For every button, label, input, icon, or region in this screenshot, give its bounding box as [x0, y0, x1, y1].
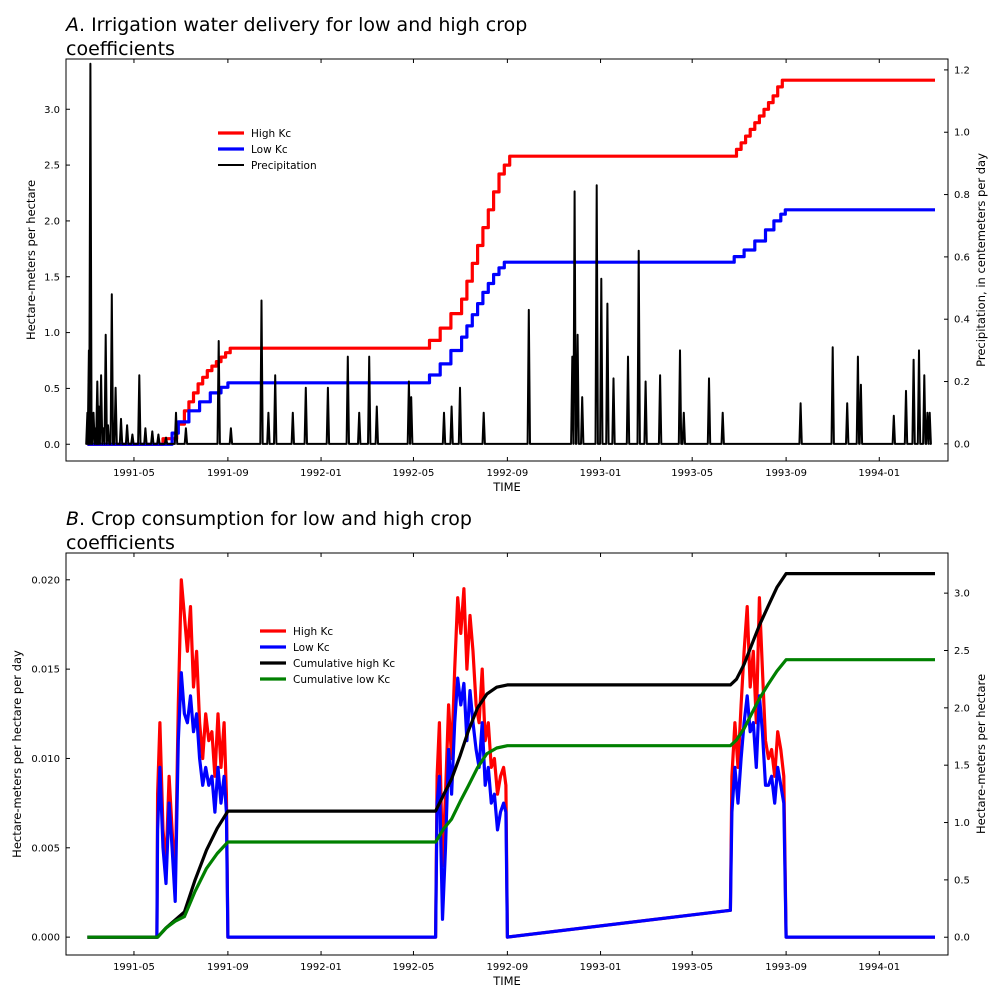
panel-b-series-high-kc: [87, 578, 935, 939]
panel-a-title: A. Irrigation water delivery for low and…: [64, 14, 527, 36]
panel-b-series-cumulative-high-kc: [87, 572, 935, 939]
panel-b-title-line1: . Crop consumption for low and high crop: [79, 508, 472, 530]
panel-b-title-line2: coefficients: [66, 532, 175, 554]
panel-a-ytick-right-label: 1.0: [954, 128, 970, 139]
panel-b-xtick-label: 1993-01: [580, 962, 622, 973]
panel-b-xtick-label: 1993-05: [671, 962, 713, 973]
panel-a-legend-label: Low Kc: [251, 144, 288, 156]
panel-a-ytick-right-label: 0.6: [954, 252, 970, 263]
panel-a-xtick-label: 1991-05: [113, 468, 155, 479]
panel-b-xtick-label: 1991-05: [113, 962, 155, 973]
panel-a: A. Irrigation water delivery for low and…: [24, 14, 988, 494]
panel-b-ylabel: Hectare-meters per hectare per day: [10, 650, 24, 858]
panel-a-xtick-label: 1991-09: [207, 468, 249, 479]
panel-b-ytick-right-label: 3.0: [954, 589, 970, 600]
panel-b-ytick-label: 0.000: [31, 933, 60, 944]
panel-b-legend-label: Low Kc: [293, 642, 330, 654]
panel-a-xtick-label: 1994-01: [858, 468, 900, 479]
panel-a-series-high-kc: [87, 78, 935, 446]
panel-a-xtick-label: 1992-05: [393, 468, 435, 479]
panel-a-ylabel: Hectare-meters per hectare: [24, 180, 38, 340]
panel-b-ytick-right-label: 1.5: [954, 761, 970, 772]
panel-b-xtick-label: 1993-09: [765, 962, 807, 973]
panel-b-xtick-label: 1992-01: [300, 962, 342, 973]
panel-b-xlabel: TIME: [492, 974, 521, 988]
panel-a-ytick-label: 2.0: [44, 216, 60, 227]
panel-b-xtick-label: 1994-01: [858, 962, 900, 973]
panel-a-title-line1: . Irrigation water delivery for low and …: [79, 14, 527, 36]
panel-a-xtick-label: 1993-05: [671, 468, 713, 479]
panel-b-ytick-right-label: 0.5: [954, 875, 970, 886]
panel-a-ytick-right-label: 1.2: [954, 65, 970, 76]
panel-b-ytick-label: 0.015: [31, 665, 60, 676]
panel-b-xtick-label: 1992-09: [486, 962, 528, 973]
panel-a-frame: [65, 58, 949, 462]
panel-a-series-low-kc: [87, 208, 935, 446]
panel-b-ytick-label: 0.010: [31, 754, 60, 765]
panel-a-ytick-label: 0.5: [44, 384, 60, 395]
panel-b-legend-label: Cumulative high Kc: [293, 658, 395, 670]
panel-a-ytick-label: 3.0: [44, 105, 60, 116]
panel-b-series-cumulative-low-kc: [87, 658, 935, 939]
panel-b-ytick-right-label: 1.0: [954, 818, 970, 829]
panel-a-xlabel: TIME: [492, 480, 521, 494]
panel-b-ytick-right-label: 0.0: [954, 933, 970, 944]
panel-b-legend-label: Cumulative low Kc: [293, 674, 390, 686]
panel-a-ytick-label: 1.0: [44, 328, 60, 339]
panel-b: B. Crop consumption for low and high cro…: [10, 508, 988, 988]
panel-a-ytick-right-label: 0.8: [954, 190, 970, 201]
panel-a-plot: 1991-05 1991-09 1992-01 1992-05 1992-09 1993-…: [44, 58, 970, 479]
panel-b-ytick-right-label: 2.5: [954, 646, 970, 657]
panel-b-legend-label: High Kc: [293, 626, 333, 638]
panel-b-plot: 1991-05 1991-09 1992-01 1992-05 1992-09 1993-…: [31, 552, 970, 973]
panel-b-ytick-right-label: 2.0: [954, 703, 970, 714]
panel-a-legend-label: Precipitation: [251, 160, 317, 172]
panel-b-ytick-label: 0.005: [31, 843, 60, 854]
panel-a-ytick-right-label: 0.2: [954, 377, 970, 388]
panel-a-ylabel-right: Precipitation, in centemeters per day: [974, 153, 988, 367]
panel-a-ytick-label: 2.5: [44, 161, 60, 172]
panel-b-series-low-kc: [87, 671, 935, 939]
panel-b-xtick-label: 1992-05: [393, 962, 435, 973]
panel-b-title-prefix: B: [66, 508, 79, 530]
panel-a-xtick-label: 1992-09: [486, 468, 528, 479]
panel-a-xtick-label: 1993-01: [580, 468, 622, 479]
panel-a-xtick-label: 1992-01: [300, 468, 342, 479]
panel-a-xtick-label: 1993-09: [765, 468, 807, 479]
panel-a-ytick-label: 0.0: [44, 440, 60, 451]
panel-b-ylabel-right: Hectare-meters per hectare: [974, 674, 988, 834]
panel-a-ytick-right-label: 0.4: [954, 315, 970, 326]
panel-b-ytick-label: 0.020: [31, 575, 60, 586]
panel-a-ytick-right-label: 0.0: [954, 439, 970, 450]
panel-a-title-prefix: A: [64, 14, 79, 36]
panel-a-title-line2: coefficients: [66, 38, 175, 60]
panel-a-series-precipitation: [85, 62, 932, 445]
panel-b-xtick-label: 1991-09: [207, 962, 249, 973]
panel-a-legend-label: High Kc: [251, 128, 291, 140]
panel-b-title: B. Crop consumption for low and high cro…: [66, 508, 472, 530]
panel-a-ytick-label: 1.5: [44, 272, 60, 283]
